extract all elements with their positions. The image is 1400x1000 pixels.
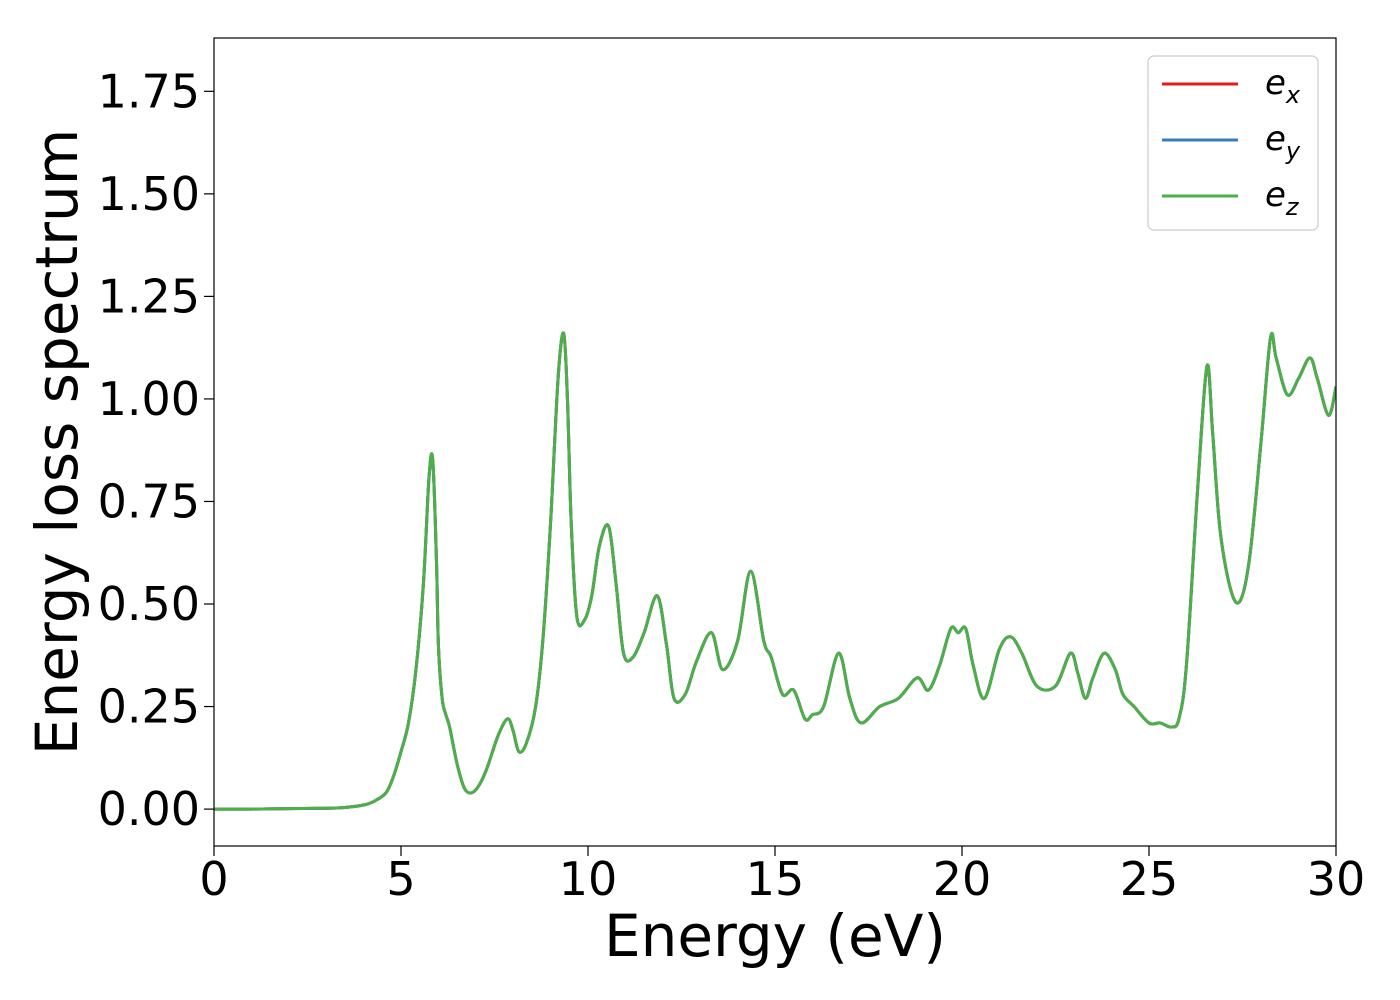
- x-tick-label: 20: [933, 852, 992, 906]
- y-tick-label: 1.75: [98, 64, 200, 118]
- x-tick-label: 0: [199, 852, 228, 906]
- y-tick-label: 0.50: [98, 577, 200, 631]
- y-tick-label: 0.25: [98, 680, 200, 734]
- legend-frame: [1147, 55, 1319, 231]
- x-tick-label: 30: [1307, 852, 1366, 906]
- legend-label-ey: ey: [1265, 119, 1301, 165]
- y-tick-label: 1.00: [98, 372, 200, 426]
- y-tick-label: 0.75: [98, 474, 200, 528]
- x-tick-label: 10: [559, 852, 618, 906]
- x-tick-label: 5: [386, 852, 415, 906]
- x-axis-title: Energy (eV): [604, 902, 946, 970]
- series-line-ez: [214, 331, 1336, 811]
- legend-label-ex: ex: [1265, 63, 1301, 109]
- y-axis: 0.00 0.25 0.50 0.75 1.00 1.25 1.50 1.75: [98, 64, 214, 836]
- x-tick-label: 15: [746, 852, 805, 906]
- legend: ex ey ez: [1147, 55, 1319, 231]
- y-tick-label: 1.50: [98, 167, 200, 221]
- series-layer: [214, 331, 1336, 811]
- y-tick-label: 0.00: [98, 782, 200, 836]
- y-axis-title: Energy loss spectrum: [23, 129, 91, 755]
- x-axis: 0 5 10 15 20 25 30: [199, 846, 1365, 906]
- x-tick-label: 25: [1120, 852, 1179, 906]
- y-tick-label: 1.25: [98, 269, 200, 323]
- legend-label-ez: ez: [1265, 175, 1300, 221]
